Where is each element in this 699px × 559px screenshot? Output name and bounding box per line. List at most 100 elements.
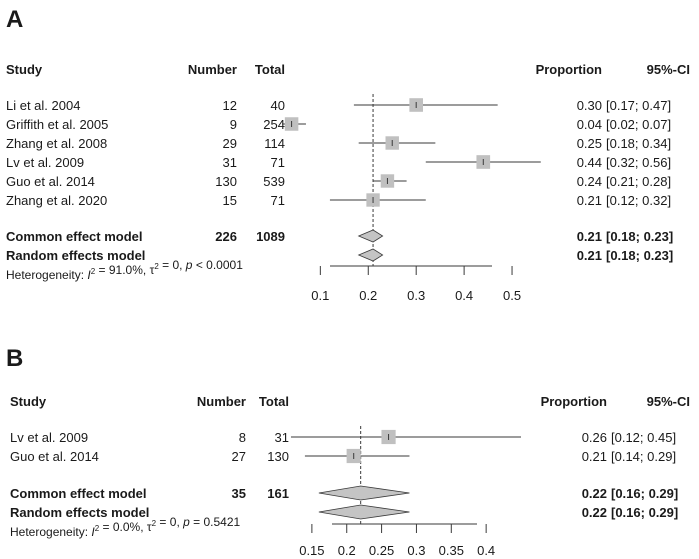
header-study: Study [6,62,43,77]
pooled-total: 1089 [256,229,285,244]
study-name: Lv et al. 2009 [10,430,88,445]
pooled-diamond [318,485,410,501]
header-ci: 95%-CI [647,62,690,77]
x-axis-tick-label: 0.3 [407,288,425,303]
study-ci: [0.12; 0.45] [611,430,676,445]
heterogeneity-p-value: = 0.5421 [190,515,241,529]
study-proportion: 0.04 [577,117,602,132]
panel-label: A [6,6,23,33]
heterogeneity-statistics: Heterogeneity: I2 = 0.0%, τ2 = 0, p = 0.… [10,515,241,539]
superscript-2: 2 [154,262,159,271]
pooled-diamond [357,248,384,262]
header-study: Study [10,394,47,409]
header-ci: 95%-CI [647,394,690,409]
superscript-2: 2 [152,519,157,528]
x-axis-tick-label: 0.35 [439,543,464,558]
pooled-events: 226 [215,229,237,244]
heterogeneity-tau-value: = 0, [156,515,183,529]
study-total: 40 [271,98,285,113]
heterogeneity-prefix: Heterogeneity: [6,268,87,282]
study-total: 254 [263,117,285,132]
heterogeneity-i2-symbol: I [87,268,91,282]
study-ci: [0.14; 0.29] [611,449,676,464]
study-events: 8 [239,430,246,445]
pooled-ci: [0.16; 0.29] [611,486,678,501]
pooled-ci: [0.16; 0.29] [611,505,678,520]
study-proportion: 0.21 [577,193,602,208]
study-ci: [0.21; 0.28] [606,174,671,189]
pooled-proportion: 0.21 [577,248,602,263]
pooled-model-name: Common effect model [6,229,143,244]
study-total: 71 [271,193,285,208]
x-axis-tick-label: 0.2 [359,288,377,303]
x-axis-tick-label: 0.4 [477,543,495,558]
pooled-proportion: 0.22 [582,505,607,520]
study-events: 130 [215,174,237,189]
pooled-diamond [357,229,384,243]
header-number: Number [188,62,237,77]
study-total: 71 [271,155,285,170]
x-axis-tick-label: 0.2 [338,543,356,558]
study-name: Guo et al. 2014 [6,174,95,189]
study-name: Zhang et al. 2008 [6,136,107,151]
pooled-ci: [0.18; 0.23] [606,229,673,244]
study-total: 130 [267,449,289,464]
heterogeneity-p-symbol: p [185,258,193,272]
study-name: Zhang et al. 2020 [6,193,107,208]
study-proportion: 0.24 [577,174,602,189]
study-total: 31 [275,430,289,445]
x-axis-tick-label: 0.4 [455,288,473,303]
study-name: Griffith et al. 2005 [6,117,108,132]
x-axis-tick-label: 0.15 [299,543,324,558]
study-name: Lv et al. 2009 [6,155,84,170]
x-axis-tick-label: 0.3 [407,543,425,558]
pooled-model-name: Random effects model [6,248,145,263]
study-events: 15 [223,193,237,208]
study-name: Guo et al. 2014 [10,449,99,464]
panel-label: B [6,345,23,372]
study-total: 114 [264,136,285,151]
pooled-model-name: Random effects model [10,505,149,520]
study-proportion: 0.44 [577,155,602,170]
study-proportion: 0.21 [582,449,607,464]
study-events: 12 [223,98,237,113]
study-ci: [0.18; 0.34] [606,136,671,151]
heterogeneity-tau-value: = 0, [159,258,186,272]
x-axis-tick-label: 0.1 [311,288,329,303]
header-total: Total [259,394,289,409]
pooled-events: 35 [232,486,246,501]
heterogeneity-statistics: Heterogeneity: I2 = 91.0%, τ2 = 0, p < 0… [6,258,243,282]
study-events: 29 [223,136,237,151]
study-events: 9 [230,117,237,132]
superscript-2: 2 [91,267,96,276]
study-ci: [0.02; 0.07] [606,117,671,132]
pooled-diamond [318,504,410,520]
study-proportion: 0.25 [577,136,602,151]
heterogeneity-i2-value: = 0.0%, [99,520,147,534]
pooled-ci: [0.18; 0.23] [606,248,673,263]
study-ci: [0.17; 0.47] [606,98,671,113]
heterogeneity-p-value: < 0.0001 [192,258,243,272]
study-proportion: 0.30 [577,98,602,113]
header-proportion: Proportion [536,62,602,77]
heterogeneity-i2-symbol: I [91,525,95,539]
header-number: Number [197,394,246,409]
study-ci: [0.32; 0.56] [606,155,671,170]
pooled-proportion: 0.21 [577,229,602,244]
x-axis-tick-label: 0.5 [503,288,521,303]
superscript-2: 2 [95,524,100,533]
x-axis-tick-label: 0.25 [369,543,394,558]
header-total: Total [255,62,285,77]
heterogeneity-tau-symbol: τ [150,263,155,277]
pooled-model-name: Common effect model [10,486,147,501]
study-events: 27 [232,449,246,464]
study-name: Li et al. 2004 [6,98,80,113]
heterogeneity-p-symbol: p [182,515,190,529]
heterogeneity-i2-value: = 91.0%, [95,263,149,277]
study-proportion: 0.26 [582,430,607,445]
study-events: 31 [223,155,237,170]
heterogeneity-tau-symbol: τ [147,520,152,534]
header-proportion: Proportion [541,394,607,409]
pooled-proportion: 0.22 [582,486,607,501]
